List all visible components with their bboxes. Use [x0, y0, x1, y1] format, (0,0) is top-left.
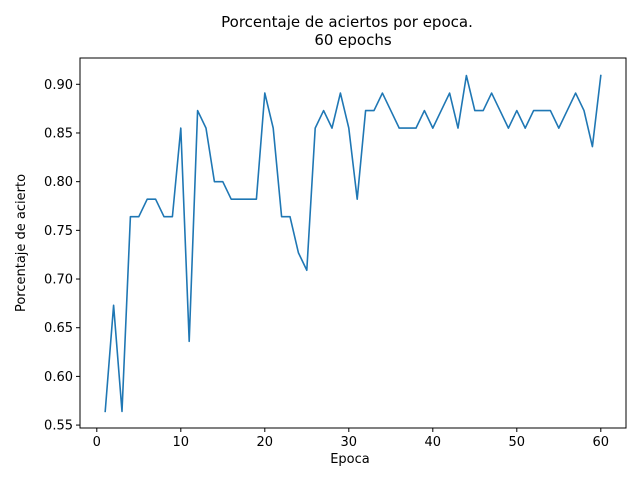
- x-tick-label: 40: [425, 435, 442, 450]
- x-tick-label: 10: [173, 435, 190, 450]
- y-tick-label: 0.70: [44, 273, 73, 288]
- y-tick-label: 0.60: [44, 370, 73, 385]
- y-tick-label: 0.85: [44, 126, 73, 141]
- series-line: [104, 74, 602, 413]
- y-axis-ticks: 0.55 0.60 0.65 0.70 0.75 0.80 0.85 0.90: [44, 78, 80, 434]
- y-tick-label: 0.80: [44, 175, 73, 190]
- chart-title: Porcentaje de aciertos por epoca.: [221, 13, 473, 31]
- x-axis-label: Epoca: [330, 452, 370, 467]
- x-tick-label: 60: [593, 435, 610, 450]
- y-tick-label: 0.65: [44, 321, 73, 336]
- x-axis-ticks: 0 10 20 30 40 50 60: [93, 428, 609, 450]
- y-tick-label: 0.75: [44, 224, 73, 239]
- x-tick-label: 0: [93, 435, 101, 450]
- x-tick-label: 30: [341, 435, 358, 450]
- chart-subtitle: 60 epochs: [314, 31, 392, 49]
- y-tick-label: 0.55: [44, 419, 73, 434]
- x-tick-label: 20: [257, 435, 274, 450]
- x-tick-label: 50: [509, 435, 526, 450]
- y-axis-label: Porcentaje de acierto: [14, 174, 29, 312]
- plot-area-frame: [79, 57, 627, 429]
- y-tick-label: 0.90: [44, 78, 73, 93]
